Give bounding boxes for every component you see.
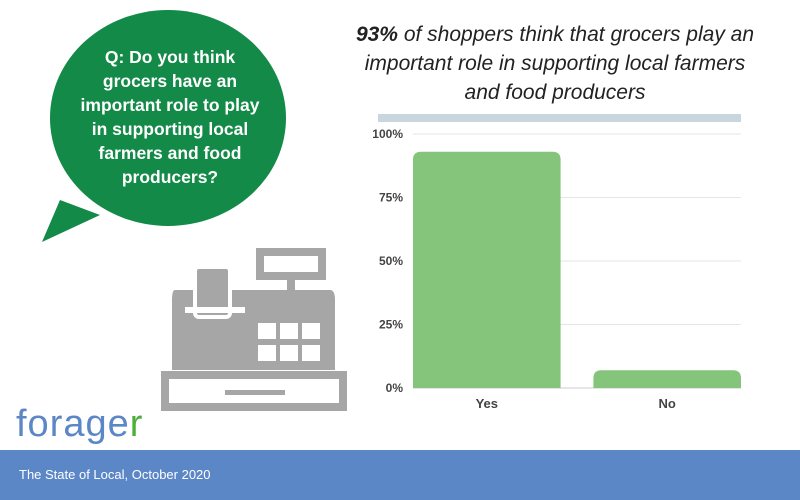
headline-stat: 93% xyxy=(355,23,398,46)
y-tick-label: 75% xyxy=(379,191,403,205)
headline: 93% of shoppers think that grocers play … xyxy=(355,20,755,107)
bar-yes xyxy=(413,151,561,388)
y-tick-label: 50% xyxy=(379,254,403,268)
y-tick-label: 100% xyxy=(372,127,403,141)
question-text: Q: Do you think grocers have an importan… xyxy=(80,47,260,187)
x-tick-label: No xyxy=(659,396,676,411)
speech-bubble xyxy=(42,10,286,242)
y-tick-label: 25% xyxy=(379,318,403,332)
footer-text: The State of Local, October 2020 xyxy=(19,467,211,482)
bar-chart: 0% 25% 50% 75% 100% Yes No xyxy=(372,127,741,411)
title-divider xyxy=(378,114,741,122)
forager-logo: forager xyxy=(16,403,144,445)
x-tick-label: Yes xyxy=(476,396,498,411)
headline-text: of shoppers think that grocers play an i… xyxy=(364,23,755,104)
bar-no xyxy=(593,370,741,388)
y-tick-label: 0% xyxy=(386,381,404,395)
footer-band: The State of Local, October 2020 xyxy=(0,450,800,500)
cash-register-icon xyxy=(161,248,347,411)
